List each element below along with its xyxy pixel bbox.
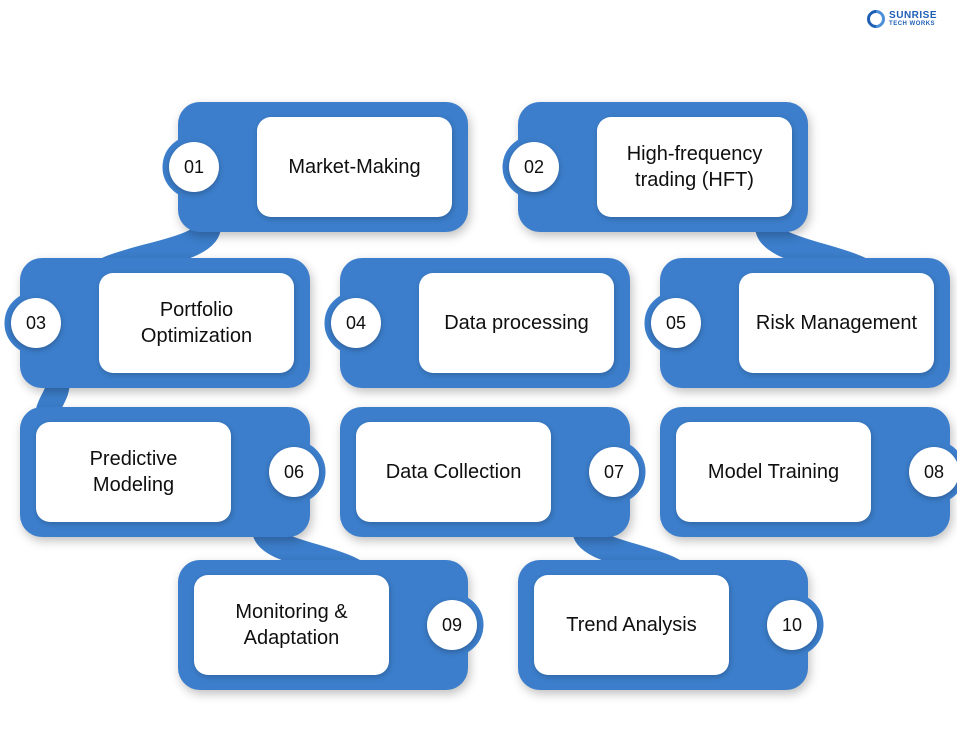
diagram-node-number: 06 <box>269 447 319 497</box>
badge-number-text: 07 <box>604 462 624 483</box>
diagram-node-label: Trend Analysis <box>566 612 696 638</box>
badge-number-text: 10 <box>782 615 802 636</box>
badge-wrap: 03 <box>4 291 68 355</box>
diagram-node-inner: Portfolio Optimization <box>99 273 294 373</box>
diagram-node-number: 02 <box>509 142 559 192</box>
diagram-node-inner: Trend Analysis <box>534 575 729 675</box>
diagram-node-inner: Data processing <box>419 273 614 373</box>
diagram-node: Risk Management 05 <box>660 258 950 388</box>
diagram-node-number: 04 <box>331 298 381 348</box>
diagram-node-label: High-frequency trading (HFT) <box>611 141 778 193</box>
diagram-node-inner: Predictive Modeling <box>36 422 231 522</box>
badge-number-text: 05 <box>666 313 686 334</box>
diagram-canvas: Market-Making 01 High-frequency trading … <box>0 0 957 751</box>
diagram-node-inner: Model Training <box>676 422 871 522</box>
badge-wrap: 10 <box>760 593 824 657</box>
badge-wrap: 06 <box>262 440 326 504</box>
diagram-node-inner: Risk Management <box>739 273 934 373</box>
diagram-node-label: Portfolio Optimization <box>113 297 280 349</box>
badge-number-text: 06 <box>284 462 304 483</box>
diagram-node-number: 08 <box>909 447 957 497</box>
diagram-node-label: Data Collection <box>386 459 522 485</box>
diagram-node: Trend Analysis 10 <box>518 560 808 690</box>
badge-wrap: 05 <box>644 291 708 355</box>
badge-wrap: 09 <box>420 593 484 657</box>
diagram-node: High-frequency trading (HFT) 02 <box>518 102 808 232</box>
diagram-node-number: 09 <box>427 600 477 650</box>
diagram-node: Model Training 08 <box>660 407 950 537</box>
badge-wrap: 04 <box>324 291 388 355</box>
diagram-node-number: 05 <box>651 298 701 348</box>
diagram-node-inner: High-frequency trading (HFT) <box>597 117 792 217</box>
diagram-node-number: 01 <box>169 142 219 192</box>
diagram-node-number: 03 <box>11 298 61 348</box>
badge-wrap: 02 <box>502 135 566 199</box>
diagram-node: Market-Making 01 <box>178 102 468 232</box>
badge-number-text: 03 <box>26 313 46 334</box>
diagram-node-inner: Monitoring & Adaptation <box>194 575 389 675</box>
badge-number-text: 02 <box>524 157 544 178</box>
diagram-node-number: 07 <box>589 447 639 497</box>
diagram-node-label: Monitoring & Adaptation <box>208 599 375 651</box>
badge-wrap: 08 <box>902 440 957 504</box>
badge-wrap: 07 <box>582 440 646 504</box>
badge-number-text: 04 <box>346 313 366 334</box>
diagram-node: Data processing 04 <box>340 258 630 388</box>
diagram-node: Monitoring & Adaptation 09 <box>178 560 468 690</box>
diagram-node: Data Collection 07 <box>340 407 630 537</box>
badge-wrap: 01 <box>162 135 226 199</box>
badge-number-text: 08 <box>924 462 944 483</box>
badge-number-text: 01 <box>184 157 204 178</box>
diagram-node-inner: Data Collection <box>356 422 551 522</box>
diagram-node-inner: Market-Making <box>257 117 452 217</box>
diagram-node-label: Model Training <box>708 459 839 485</box>
diagram-node: Predictive Modeling 06 <box>20 407 310 537</box>
diagram-node-label: Predictive Modeling <box>50 446 217 498</box>
badge-number-text: 09 <box>442 615 462 636</box>
diagram-node-number: 10 <box>767 600 817 650</box>
diagram-node: Portfolio Optimization 03 <box>20 258 310 388</box>
diagram-node-label: Risk Management <box>756 310 917 336</box>
diagram-node-label: Data processing <box>444 310 589 336</box>
diagram-node-label: Market-Making <box>288 154 420 180</box>
